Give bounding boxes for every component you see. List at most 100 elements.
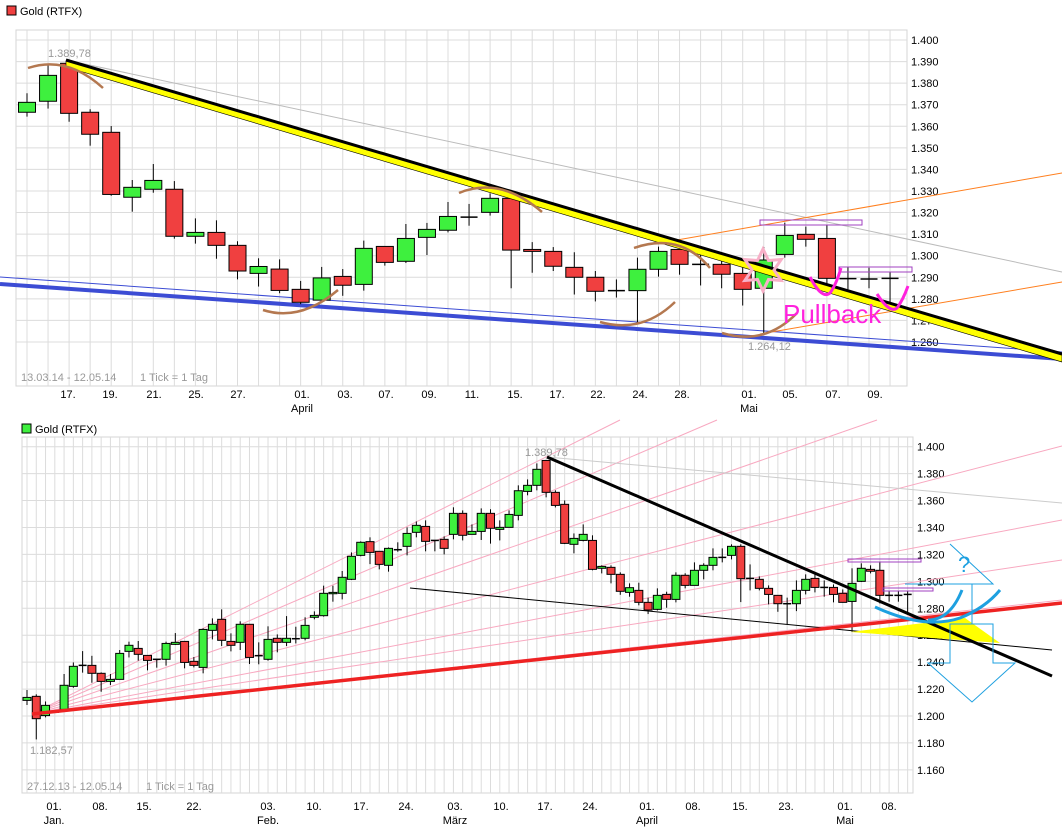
candle [333, 269, 352, 296]
high-value-label: 1.389,78 [525, 447, 568, 459]
candle [402, 527, 412, 556]
candle-body [143, 654, 153, 661]
x-tick-label: 22. [186, 801, 201, 813]
candle [856, 563, 866, 583]
candle-body [513, 490, 523, 516]
fan-line [31, 419, 718, 715]
candle-body [587, 539, 597, 570]
candle-body [578, 533, 588, 541]
y-tick-label: 1.380 [911, 78, 939, 90]
x-tick-label: 22. [590, 389, 605, 401]
x-tick-label: 17. [549, 389, 564, 401]
question-annotation: ? [958, 552, 970, 577]
candle-body [817, 237, 836, 279]
candle-body [346, 555, 356, 580]
x-tick-label: 01. [639, 801, 654, 813]
high-value-label: 1.389,78 [48, 48, 91, 60]
pullback-annotation: Pullback [783, 299, 882, 329]
x-tick-label: 24. [398, 801, 413, 813]
candle [712, 260, 731, 289]
candle-body [560, 503, 570, 544]
candle [727, 544, 737, 560]
candle [87, 655, 97, 683]
candle [384, 547, 394, 572]
candle-body [161, 642, 171, 660]
candle [180, 640, 190, 669]
candle [309, 611, 319, 620]
x-tick-label: 09. [867, 389, 882, 401]
candle-body [356, 541, 366, 556]
x-tick-label: 01. [837, 801, 852, 813]
candle-body [486, 512, 495, 529]
candle-body [375, 245, 394, 263]
candle-body [217, 618, 227, 641]
candle [144, 164, 163, 193]
resistance-box [847, 558, 922, 563]
x-tick-label: 01. [741, 389, 756, 401]
candle-body [123, 186, 142, 198]
candle-body [186, 231, 205, 237]
candle [746, 564, 755, 591]
candle-body [333, 275, 352, 286]
candle-body [773, 594, 783, 605]
candle [544, 247, 563, 272]
candle [319, 585, 329, 617]
checkmark-icon [808, 267, 843, 297]
candle-body [712, 263, 731, 275]
candle-body [586, 276, 605, 292]
bottom-legend-label: Gold (RTFX) [35, 424, 97, 436]
candle [578, 524, 588, 542]
candle-body [680, 574, 690, 586]
candle [217, 609, 227, 646]
candle-body [309, 614, 319, 618]
y-tick-label: 1.400 [917, 442, 945, 454]
candle [476, 508, 486, 541]
candle [102, 126, 121, 196]
candle-body [532, 468, 542, 486]
x-tick-label: 08. [92, 801, 107, 813]
candle-body [244, 623, 254, 658]
candle [625, 583, 635, 597]
candle-body [727, 545, 737, 556]
candle [430, 539, 439, 552]
candle-body [643, 601, 653, 611]
top-chart: Gold (RTFX) 1.400 1.390 1.380 1.370 1.360 1.3… [0, 5, 1062, 415]
candle-body [228, 244, 247, 272]
candle [60, 62, 79, 122]
candle [689, 562, 699, 586]
x-tick-label: 15. [136, 801, 151, 813]
support-line-thin [409, 587, 1053, 651]
candle-body [235, 623, 245, 643]
candle [396, 223, 415, 264]
star-icon [741, 245, 785, 295]
candle [207, 220, 226, 259]
candle [249, 258, 268, 287]
hand-drawn-arc [721, 312, 798, 338]
candle-body [282, 637, 292, 643]
candle [81, 109, 100, 146]
candle [18, 93, 36, 117]
x-month-label: April [291, 403, 313, 415]
candle [885, 591, 894, 602]
candle [337, 570, 347, 600]
candle-body [796, 233, 815, 240]
candle-body [165, 188, 184, 237]
y-tick-label: 1.380 [917, 469, 945, 481]
candle [801, 574, 811, 595]
candle [607, 279, 625, 298]
candle-body [754, 578, 764, 589]
x-tick-label: 17. [353, 801, 368, 813]
candle [123, 179, 142, 212]
candle [235, 621, 245, 651]
candle [670, 239, 689, 275]
y-tick-label: 1.260 [911, 337, 939, 349]
candle-body [481, 197, 500, 213]
x-tick-label: 03. [447, 801, 462, 813]
candle-body [144, 179, 163, 190]
x-tick-label: 10. [306, 801, 321, 813]
y-tick-label: 1.320 [917, 549, 945, 561]
candle [838, 589, 848, 603]
double-arrow-icon [905, 543, 1017, 703]
x-tick-label: 01. [294, 389, 309, 401]
x-tick-label: 10. [493, 801, 508, 813]
